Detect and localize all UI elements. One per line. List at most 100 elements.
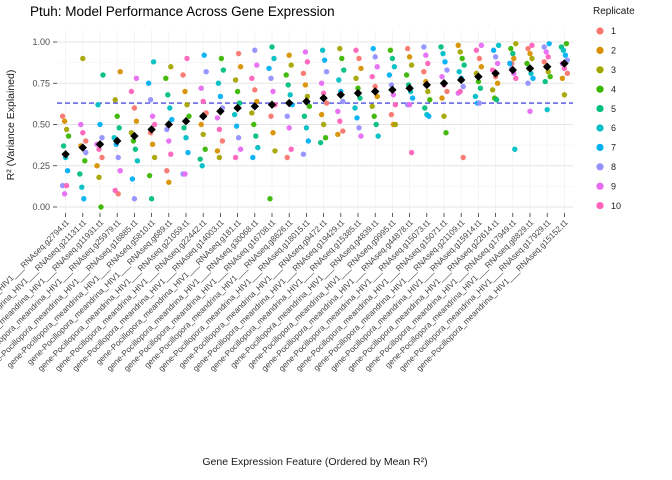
replicate-point bbox=[82, 158, 88, 164]
replicate-point bbox=[184, 102, 190, 108]
legend-item-label: 5 bbox=[611, 104, 616, 114]
replicate-point bbox=[426, 113, 432, 119]
replicate-point bbox=[530, 75, 536, 82]
mean-diamond bbox=[147, 125, 156, 134]
legend-swatch bbox=[596, 66, 604, 74]
replicate-point bbox=[134, 158, 141, 164]
mean-diamond bbox=[113, 136, 122, 146]
replicate-point bbox=[117, 168, 123, 174]
replicate-point bbox=[80, 55, 86, 62]
replicate-point bbox=[370, 45, 376, 52]
replicate-point bbox=[214, 148, 221, 154]
replicate-point bbox=[169, 116, 175, 123]
legend-swatch bbox=[596, 105, 604, 113]
replicate-point bbox=[182, 171, 188, 177]
replicate-point bbox=[545, 54, 551, 60]
y-tick-label: 0.00 bbox=[32, 202, 50, 212]
legend-swatch bbox=[596, 163, 604, 171]
mean-diamond bbox=[388, 85, 397, 95]
replicate-point bbox=[356, 125, 362, 131]
replicate-point bbox=[133, 75, 140, 82]
replicate-point bbox=[404, 45, 411, 52]
replicate-point bbox=[129, 176, 136, 182]
replicate-point bbox=[168, 64, 174, 70]
replicate-point bbox=[286, 125, 292, 131]
replicate-point bbox=[369, 103, 375, 110]
replicate-point bbox=[356, 55, 362, 62]
replicate-point bbox=[94, 163, 100, 169]
y-tick-label: 0.50 bbox=[32, 120, 50, 130]
replicate-point bbox=[456, 69, 462, 75]
mean-diamond bbox=[405, 84, 414, 93]
replicate-point bbox=[513, 75, 519, 82]
replicate-point bbox=[387, 47, 394, 53]
chart-title: Ptuh: Model Performance Across Gene Expr… bbox=[30, 4, 335, 19]
replicate-point bbox=[358, 133, 364, 139]
replicate-point bbox=[472, 93, 479, 100]
replicate-point bbox=[525, 80, 531, 86]
y-axis-title: R² (Variance Explained) bbox=[5, 70, 17, 181]
replicate-point bbox=[374, 64, 380, 70]
legend-item-label: 7 bbox=[611, 143, 616, 153]
replicate-point bbox=[302, 49, 309, 55]
replicate-point bbox=[300, 70, 307, 77]
replicate-point bbox=[59, 182, 66, 189]
replicate-point bbox=[128, 88, 135, 95]
replicate-point bbox=[489, 87, 496, 93]
replicate-point bbox=[461, 62, 467, 68]
legend-item-label: 8 bbox=[611, 162, 616, 172]
legend-swatch bbox=[596, 143, 604, 151]
replicate-point bbox=[542, 78, 548, 85]
replicate-point bbox=[285, 82, 291, 88]
replicate-point bbox=[422, 105, 428, 111]
replicate-point bbox=[97, 121, 103, 128]
replicate-point bbox=[441, 113, 447, 119]
replicate-point bbox=[439, 95, 445, 101]
replicate-point bbox=[83, 149, 89, 156]
replicate-point bbox=[374, 93, 380, 100]
replicate-point bbox=[354, 115, 360, 121]
replicate-point bbox=[507, 60, 513, 67]
replicate-point bbox=[201, 52, 207, 58]
mean-diamond bbox=[457, 75, 466, 85]
replicate-point bbox=[269, 44, 275, 50]
legend-swatch bbox=[596, 85, 604, 93]
replicate-point bbox=[202, 146, 208, 152]
points-layer bbox=[59, 40, 571, 210]
replicate-point bbox=[511, 55, 517, 62]
mean-diamond bbox=[233, 103, 242, 113]
mean-diamond bbox=[439, 79, 449, 88]
replicate-point bbox=[494, 80, 501, 86]
replicate-point bbox=[203, 69, 209, 75]
replicate-point bbox=[317, 139, 324, 146]
replicate-point bbox=[389, 55, 396, 62]
plot-panel bbox=[57, 28, 573, 214]
x-axis-title: Gene Expression Feature (Ordered by Mean… bbox=[202, 456, 427, 468]
replicate-point bbox=[546, 40, 552, 47]
replicate-point bbox=[527, 50, 533, 57]
y-tick-label: 0.75 bbox=[32, 78, 50, 88]
mean-diamond bbox=[267, 100, 277, 109]
replicate-point bbox=[197, 156, 203, 162]
replicate-point bbox=[63, 126, 70, 133]
replicate-point bbox=[286, 52, 292, 58]
replicate-point bbox=[99, 154, 105, 161]
replicate-point bbox=[147, 97, 154, 103]
replicate-point bbox=[408, 149, 415, 156]
replicate-point bbox=[185, 149, 191, 156]
replicate-point bbox=[231, 111, 238, 118]
replicate-point bbox=[340, 128, 346, 134]
replicate-point bbox=[490, 47, 497, 53]
replicate-point bbox=[392, 102, 399, 108]
mean-diamond bbox=[508, 65, 517, 75]
replicate-point bbox=[564, 70, 571, 77]
mean-diamond bbox=[525, 64, 535, 73]
replicate-point bbox=[168, 151, 174, 157]
replicate-point bbox=[164, 126, 170, 133]
replicate-point bbox=[149, 113, 156, 119]
replicate-point bbox=[475, 78, 482, 85]
replicate-point bbox=[234, 88, 241, 95]
replicate-point bbox=[323, 100, 330, 106]
mean-diamond bbox=[491, 69, 500, 78]
replicate-point bbox=[60, 143, 67, 149]
